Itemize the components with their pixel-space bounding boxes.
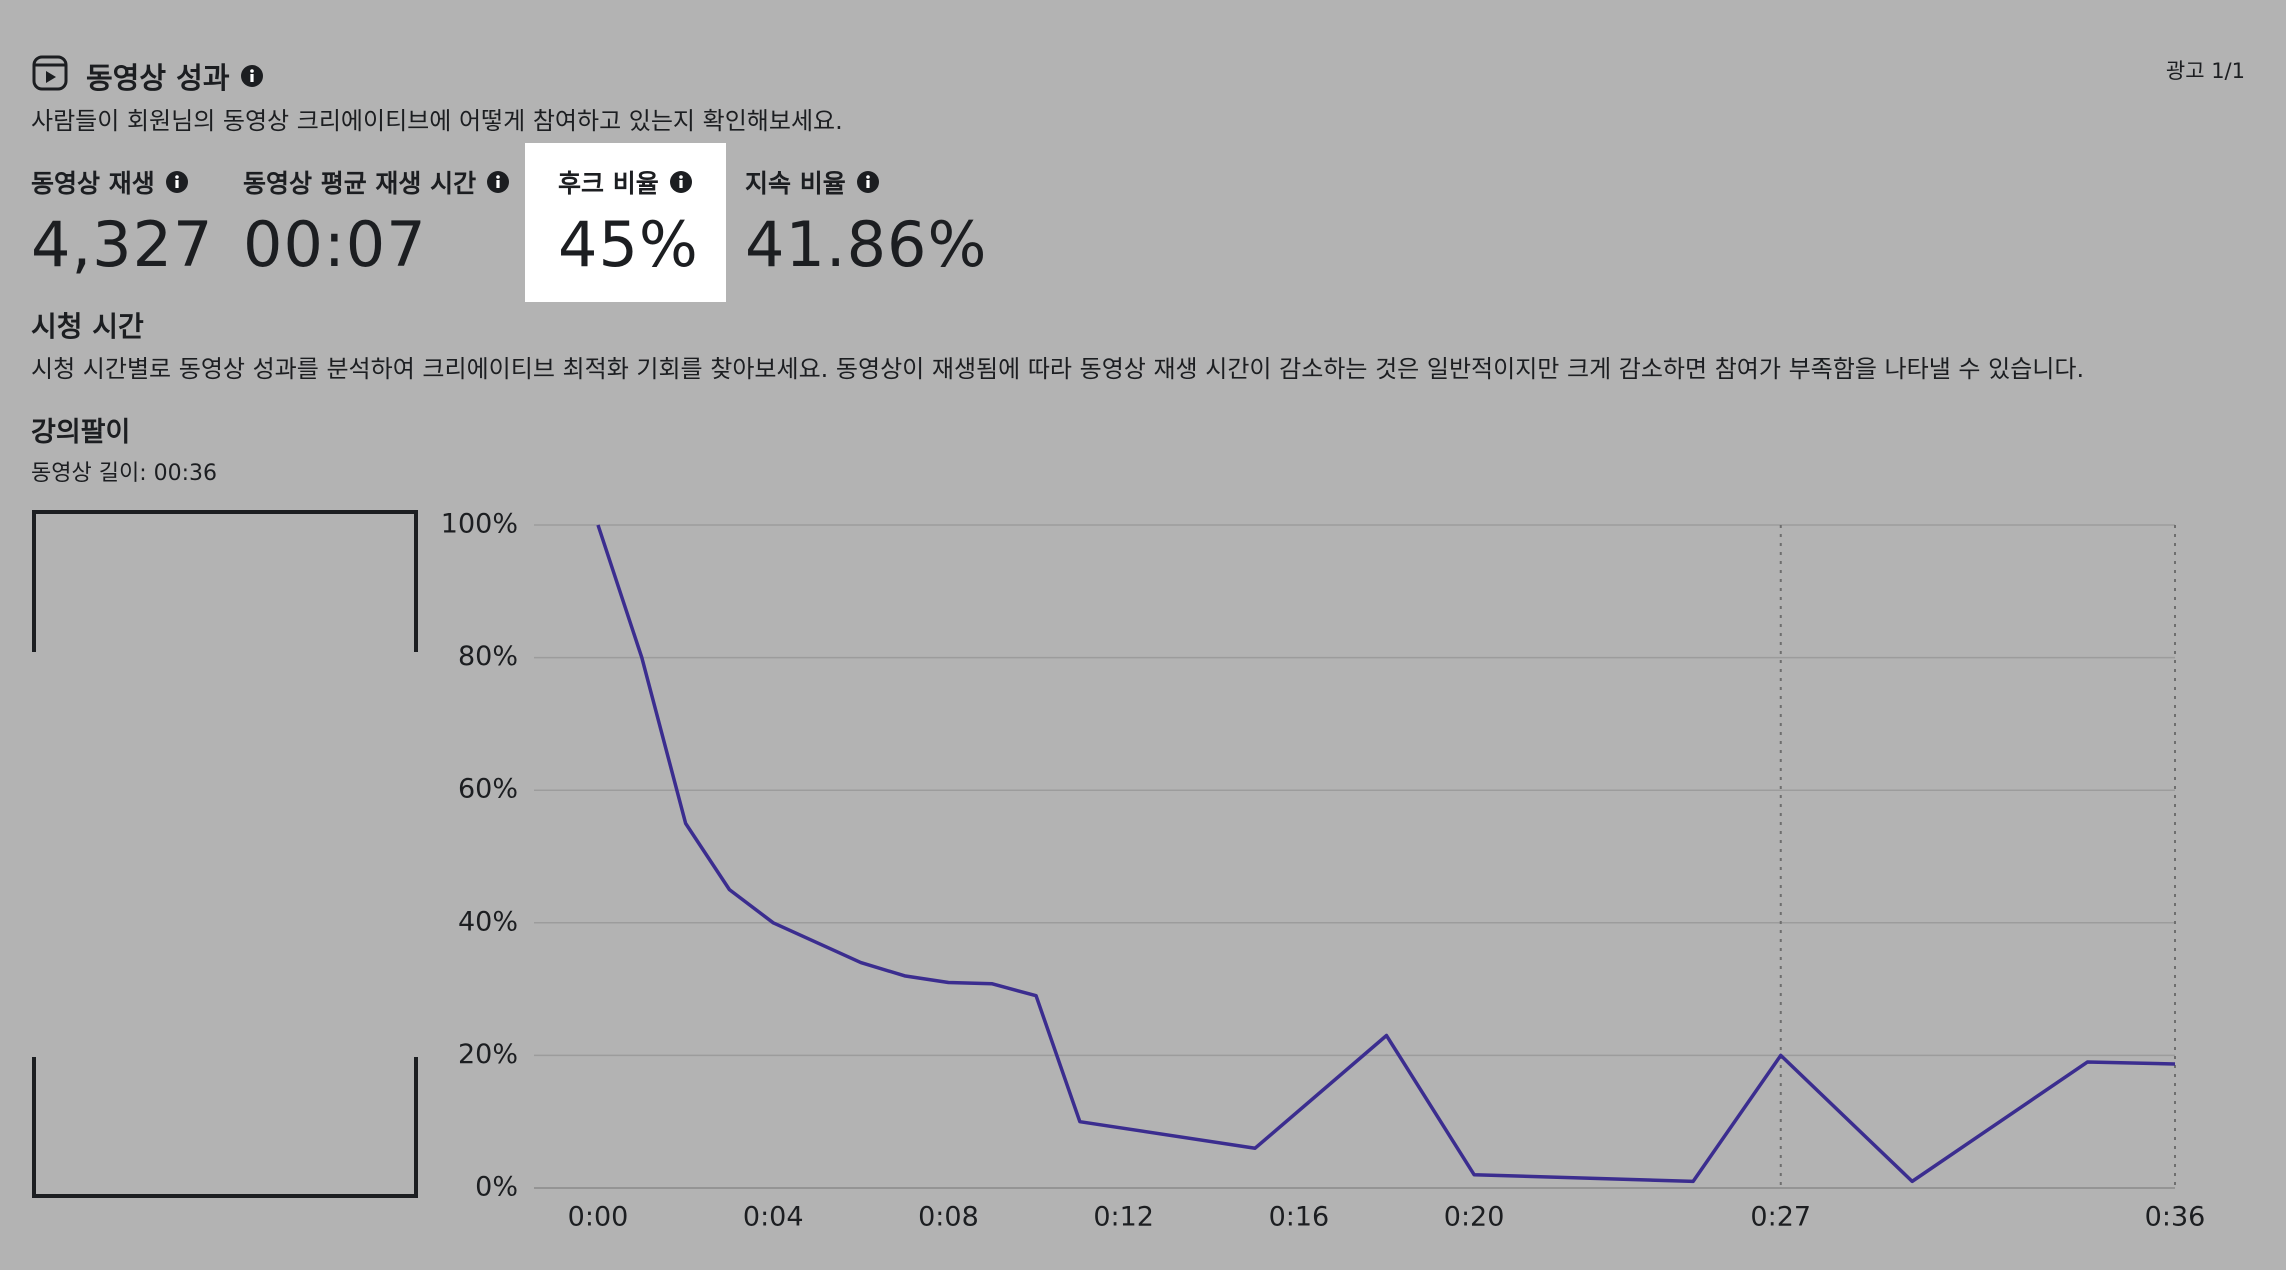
x-tick-label: 0:16 bbox=[1269, 1202, 1330, 1233]
metric-label-row: 동영상 재생 bbox=[31, 164, 214, 200]
x-tick-label: 0:00 bbox=[568, 1202, 629, 1233]
y-tick-label: 40% bbox=[458, 906, 518, 937]
metric-label: 동영상 평균 재생 시간 bbox=[243, 169, 477, 198]
header: 동영상 성과 bbox=[86, 55, 264, 97]
metric: 후크 비율 45% bbox=[558, 164, 699, 281]
metric-value: 41.86% bbox=[745, 208, 988, 281]
y-tick-label: 100% bbox=[441, 509, 518, 540]
metric-label-row: 동영상 평균 재생 시간 bbox=[243, 164, 510, 200]
metric-label: 후크 비율 bbox=[558, 169, 659, 198]
data-line bbox=[596, 524, 2176, 1184]
watch-description: 시청 시간별로 동영상 성과를 분석하여 크리에이티브 최적화 기회를 찾아보세… bbox=[31, 355, 2085, 383]
y-tick-label: 0% bbox=[475, 1172, 518, 1203]
metric-value: 4,327 bbox=[31, 208, 214, 281]
metric-value: 00:07 bbox=[243, 208, 427, 281]
metric-label-row: 지속 비율 bbox=[745, 164, 987, 200]
y-tick-label: 60% bbox=[458, 774, 518, 805]
ad-length: 동영상 길이: 00:36 bbox=[31, 461, 217, 486]
y-tick-label: 20% bbox=[458, 1039, 518, 1070]
info-icon[interactable] bbox=[486, 170, 510, 194]
metric-label-row: 후크 비율 bbox=[558, 164, 699, 200]
info-icon[interactable] bbox=[165, 170, 189, 194]
section-title: 동영상 성과 bbox=[86, 61, 230, 95]
metric-value: 45% bbox=[558, 208, 699, 281]
x-tick-label: 0:20 bbox=[1444, 1202, 1505, 1233]
ad-counter: 광고 1/1 bbox=[2165, 59, 2245, 83]
highlight-box bbox=[525, 143, 726, 302]
x-tick-label: 0:12 bbox=[1093, 1202, 1154, 1233]
y-tick-label: 80% bbox=[458, 641, 518, 672]
metric: 지속 비율 41.86% bbox=[745, 164, 987, 281]
ad-name: 강의팔이 bbox=[31, 417, 131, 448]
info-icon[interactable] bbox=[669, 170, 693, 194]
video-icon bbox=[32, 55, 68, 91]
info-icon[interactable] bbox=[240, 64, 264, 88]
watch-title: 시청 시간 bbox=[31, 310, 144, 343]
metric-label: 동영상 재생 bbox=[31, 169, 155, 198]
x-tick-label: 0:08 bbox=[918, 1202, 979, 1233]
x-tick-label: 0:27 bbox=[1750, 1202, 1811, 1233]
metric-label: 지속 비율 bbox=[745, 169, 846, 198]
thumbnail-frame bbox=[32, 510, 418, 1198]
metric: 동영상 평균 재생 시간 00:07 bbox=[243, 164, 510, 281]
info-icon[interactable] bbox=[856, 170, 880, 194]
x-tick-label: 0:36 bbox=[2145, 1202, 2206, 1233]
metric: 동영상 재생 4,327 bbox=[31, 164, 214, 281]
section-subtitle: 사람들이 회원님의 동영상 크리에이티브에 어떻게 참여하고 있는지 확인해보세… bbox=[31, 107, 843, 135]
x-tick-label: 0:04 bbox=[743, 1202, 804, 1233]
